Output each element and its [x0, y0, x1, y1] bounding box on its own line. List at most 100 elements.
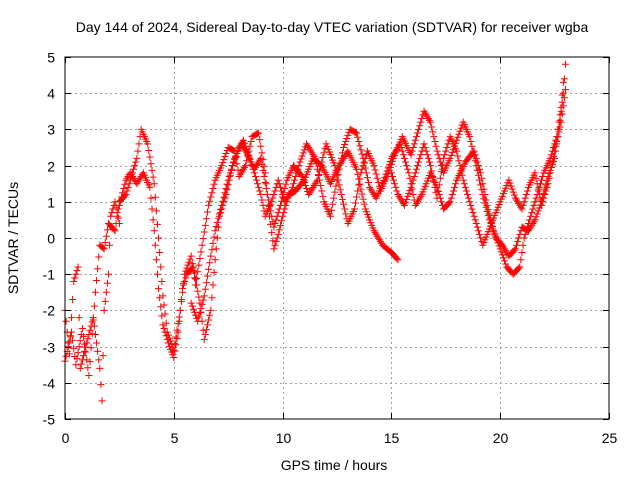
data-point-marker	[292, 172, 300, 180]
data-point-marker	[328, 206, 336, 214]
data-point-marker	[556, 123, 564, 131]
data-point-marker	[407, 151, 415, 159]
data-point-marker	[387, 169, 395, 177]
data-point-marker	[179, 285, 187, 293]
data-point-marker	[163, 335, 171, 343]
data-point-marker	[318, 158, 326, 166]
data-point-marker	[120, 185, 128, 193]
data-point-marker	[201, 221, 209, 229]
data-point-marker	[81, 340, 89, 348]
data-point-marker	[94, 347, 102, 355]
data-point-marker	[527, 212, 535, 220]
data-point-marker	[404, 165, 412, 173]
data-point-marker	[506, 179, 514, 187]
data-point-marker	[416, 122, 424, 130]
data-point-marker	[256, 156, 264, 164]
data-point-marker	[201, 331, 209, 339]
data-point-marker	[420, 140, 428, 148]
data-point-marker	[91, 331, 99, 339]
data-point-marker	[515, 264, 523, 272]
data-point-marker	[471, 157, 479, 165]
data-point-marker	[100, 245, 108, 253]
data-point-marker	[533, 210, 541, 218]
data-point-marker	[264, 196, 272, 204]
data-point-marker	[370, 191, 378, 199]
data-point-marker	[195, 293, 203, 301]
data-point-marker	[192, 275, 200, 283]
data-point-marker	[514, 238, 522, 246]
data-point-marker	[544, 172, 552, 180]
data-point-marker	[208, 246, 216, 254]
data-point-marker	[195, 313, 203, 321]
data-point-marker	[548, 158, 556, 166]
data-point-marker	[162, 332, 170, 340]
data-point-marker	[113, 212, 121, 220]
data-point-marker	[326, 212, 334, 220]
data-point-marker	[558, 110, 566, 118]
data-point-marker	[74, 263, 82, 271]
data-point-marker	[427, 118, 435, 126]
data-point-marker	[415, 125, 423, 133]
data-point-marker	[332, 182, 340, 190]
data-point-marker	[510, 246, 518, 254]
data-point-marker	[160, 301, 168, 309]
data-point-marker	[441, 151, 449, 159]
data-point-marker	[405, 189, 413, 197]
data-point-marker	[422, 111, 430, 119]
data-point-marker	[416, 154, 424, 162]
data-point-marker	[70, 344, 78, 352]
data-point-marker	[529, 205, 537, 213]
data-point-marker	[439, 161, 447, 169]
data-point-marker	[509, 188, 517, 196]
data-point-marker	[219, 197, 227, 205]
data-point-marker	[279, 193, 287, 201]
data-point-marker	[122, 191, 130, 199]
data-point-marker	[188, 302, 196, 310]
data-point-marker	[554, 133, 562, 141]
data-point-marker	[225, 172, 233, 180]
data-point-marker	[415, 196, 423, 204]
data-point-marker	[73, 267, 81, 275]
data-point-marker	[484, 212, 492, 220]
data-point-marker	[102, 288, 110, 296]
data-point-marker	[107, 212, 115, 220]
data-point-marker	[259, 166, 267, 174]
data-point-marker	[252, 176, 260, 184]
data-point-marker	[89, 316, 97, 324]
data-point-marker	[101, 239, 109, 247]
data-point-marker	[553, 137, 561, 145]
data-point-marker	[447, 194, 455, 202]
data-point-marker	[186, 255, 194, 263]
data-point-marker	[99, 244, 107, 252]
data-point-marker	[241, 145, 249, 153]
data-point-marker	[510, 191, 518, 199]
data-point-marker	[270, 191, 278, 199]
x-tick-label: 5	[171, 430, 179, 446]
data-point-marker	[399, 151, 407, 159]
data-point-marker	[445, 199, 453, 207]
data-point-marker	[121, 180, 129, 188]
data-point-marker	[418, 115, 426, 123]
data-point-marker	[255, 183, 263, 191]
data-point-marker	[359, 162, 367, 170]
data-point-marker	[425, 116, 433, 124]
data-point-marker	[286, 189, 294, 197]
data-point-marker	[155, 234, 163, 242]
data-point-marker	[212, 245, 220, 253]
data-point-marker	[340, 144, 348, 151]
data-point-marker	[519, 241, 527, 249]
data-point-marker	[558, 98, 566, 106]
data-point-marker	[446, 154, 454, 162]
data-point-marker	[222, 150, 230, 158]
data-point-marker	[82, 348, 90, 356]
data-point-marker	[260, 172, 268, 180]
data-point-marker	[309, 183, 317, 191]
data-point-marker	[557, 118, 565, 126]
data-point-marker	[296, 158, 304, 166]
data-point-marker	[356, 142, 364, 150]
data-point-marker	[77, 360, 85, 368]
data-point-marker	[397, 196, 405, 204]
data-point-marker	[103, 279, 111, 287]
data-point-marker	[375, 236, 383, 244]
data-point-marker	[498, 241, 506, 249]
